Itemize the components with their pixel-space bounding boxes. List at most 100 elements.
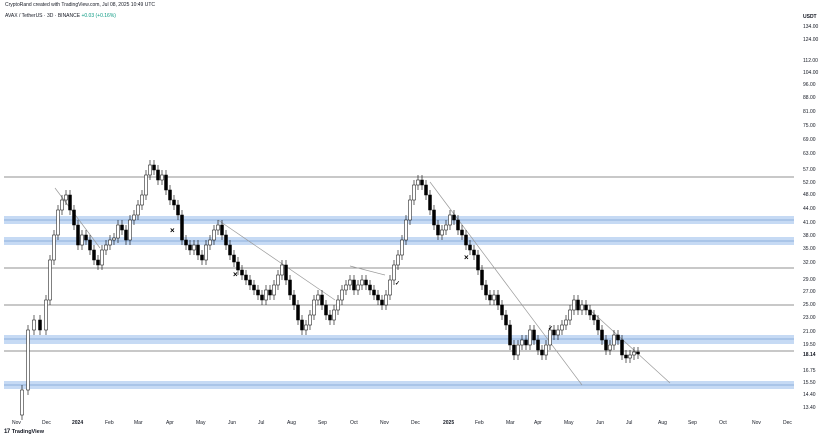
candle-body [552, 329, 556, 336]
candle-body [268, 289, 272, 296]
candle-body [448, 214, 452, 226]
candle-body [484, 284, 488, 296]
check-mark: ✓ [395, 281, 400, 287]
trend-line[interactable] [429, 181, 583, 386]
candle-body [520, 339, 524, 346]
candle-body [300, 319, 304, 331]
trend-line[interactable] [54, 187, 101, 249]
candle-body [188, 244, 192, 251]
candle-body [284, 264, 288, 281]
time-tick-label: May [564, 420, 574, 426]
candle-body [164, 174, 168, 191]
symbol-pair[interactable]: AVAX / TetherUS [5, 13, 43, 19]
price-tick-label: 57.00 [803, 167, 816, 173]
candle-body [92, 249, 96, 261]
price-tick-label: 19.50 [803, 342, 816, 348]
candle-body [52, 234, 56, 261]
candle-body [604, 339, 608, 351]
candle-body [524, 339, 528, 346]
candle-body [144, 174, 148, 196]
symbol-interval[interactable]: 3D [46, 13, 54, 19]
candle-body [408, 199, 412, 221]
time-tick-label: 2025 [443, 420, 454, 426]
price-tick-label: 112.00 [803, 58, 818, 64]
candle-body [548, 329, 552, 346]
time-tick-label: Nov [752, 420, 761, 426]
candle-body [196, 244, 200, 256]
candle-body [76, 224, 80, 246]
time-tick-label: Apr [166, 420, 174, 426]
time-tick-label: Apr [534, 420, 542, 426]
candle-body [140, 194, 144, 206]
candle-body [620, 339, 624, 356]
time-tick-label: Nov [380, 420, 389, 426]
candle-body [176, 204, 180, 216]
candle-body [184, 239, 188, 246]
candle-body [240, 269, 244, 276]
candle-body [508, 324, 512, 346]
candle-body [364, 279, 368, 286]
price-tick-label: 69.00 [803, 137, 816, 143]
candle-body [560, 324, 564, 331]
candle-body [584, 304, 588, 311]
time-tick-label: 2024 [72, 420, 83, 426]
candlestick-series [20, 160, 640, 420]
candle-body [32, 319, 36, 331]
candle-body [380, 299, 384, 306]
price-tick-label: 32.00 [803, 260, 816, 266]
candle-body [332, 309, 336, 321]
symbol-change: +0.03 (+0.16%) [81, 13, 116, 19]
candle-body [224, 234, 228, 246]
candle-body [340, 289, 344, 301]
candle-body [384, 294, 388, 306]
candle-body [296, 304, 300, 321]
candle-body [208, 239, 212, 246]
time-tick-label: Sep [318, 420, 327, 426]
candle-body [580, 304, 584, 311]
time-tick-label: Nov [12, 420, 21, 426]
trend-line[interactable] [589, 309, 671, 384]
candle-body [88, 239, 92, 251]
candle-body [68, 194, 72, 211]
price-tick-label: 38.00 [803, 233, 816, 239]
candle-body [600, 329, 604, 341]
symbol-exchange: BINANCE [57, 13, 81, 19]
price-tick-label: 35.00 [803, 246, 816, 252]
candle-body [20, 389, 24, 416]
time-tick-label: Oct [719, 420, 727, 426]
price-tick-label: 81.00 [803, 109, 816, 115]
time-axis[interactable]: Nov Dec 2024 Feb Mar Apr May Jun Jul Aug Sep Oct Nov… [12, 420, 792, 426]
time-tick-label: Jul [258, 420, 264, 426]
trend-line[interactable] [349, 265, 386, 276]
candle-body [416, 179, 420, 186]
candle-body [172, 199, 176, 206]
price-axis[interactable]: 134.00 124.00 112.00 104.00 96.00 88.00 81.00 7… [803, 24, 819, 411]
candle-body [352, 279, 356, 291]
price-tick-label: 96.00 [803, 82, 816, 88]
candle-body [128, 219, 132, 241]
candle-body [236, 261, 240, 271]
price-currency-label: USDT [803, 14, 817, 20]
candle-body [44, 299, 48, 331]
candle-body [136, 204, 140, 216]
candle-body [244, 274, 248, 281]
candle-body [540, 349, 544, 356]
candle-body [112, 237, 116, 241]
horizontal-levels [4, 176, 794, 386]
time-tick-label: Dec [411, 420, 420, 426]
tradingview-logo[interactable]: 17 TradingView [4, 429, 44, 435]
current-price-marker: 18.14 [803, 352, 816, 358]
candle-body [264, 289, 268, 301]
candle-body [544, 344, 548, 356]
trend-line[interactable] [217, 219, 336, 301]
candle-body [56, 209, 60, 236]
candle-body [460, 229, 464, 236]
candle-body [26, 329, 30, 391]
symbol-legend[interactable]: AVAX / TetherUS · 3D · BINANCE +0.03 (+0… [5, 13, 116, 19]
candle-body [320, 294, 324, 306]
candle-body [252, 284, 256, 291]
chart-author-line: CryptoRand created with TradingView.com,… [5, 2, 155, 8]
candle-body [424, 184, 428, 196]
candle-body [596, 319, 600, 331]
